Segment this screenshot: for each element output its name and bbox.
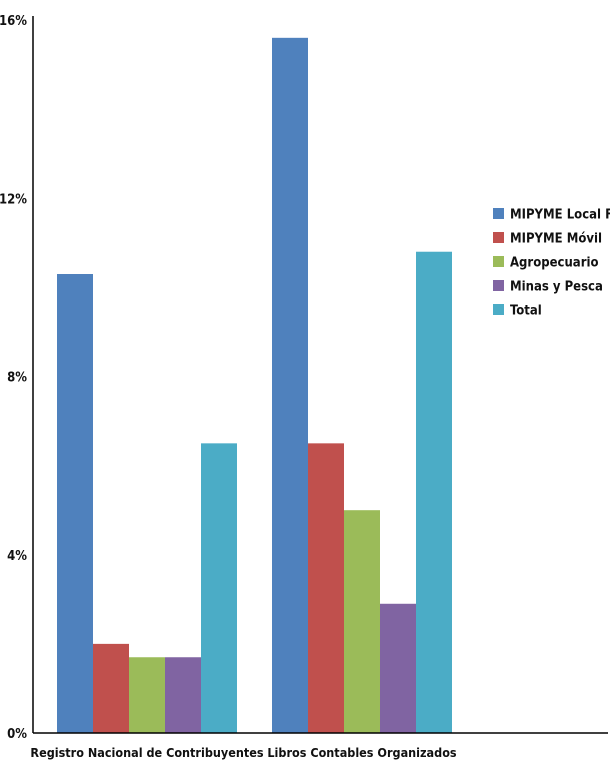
legend-swatch — [493, 280, 504, 291]
y-tick-label: 0% — [7, 727, 27, 742]
x-tick-label: Registro Nacional de Contribuyentes — [30, 745, 263, 760]
legend-swatch — [493, 208, 504, 219]
y-tick-label: 4% — [7, 549, 27, 564]
legend-label: Agropecuario — [510, 256, 599, 271]
legend-label: MIPYME Móvil — [510, 232, 602, 247]
legend-label: Minas y Pesca — [510, 280, 603, 295]
legend-swatch — [493, 232, 504, 243]
bar — [308, 443, 344, 733]
bar — [201, 443, 237, 733]
y-axis-ticks: 0% 4% 8% 12% 16% — [0, 14, 27, 742]
bar — [380, 603, 416, 733]
axes — [32, 16, 608, 734]
legend: MIPYME Local Fijo MIPYME Móvil Agropecuari… — [493, 208, 610, 319]
bar — [93, 643, 129, 733]
x-axis-labels: Registro Nacional de Contribuyentes Libro… — [30, 745, 456, 760]
y-tick-label: 8% — [7, 371, 27, 386]
bars — [57, 37, 452, 733]
legend-label: MIPYME Local Fijo — [510, 208, 610, 223]
bar — [344, 510, 380, 733]
bar — [416, 251, 452, 733]
y-tick-label: 12% — [0, 192, 27, 207]
bar — [165, 657, 201, 733]
bar — [57, 274, 93, 733]
x-tick-label: Libros Contables Organizados — [267, 745, 457, 760]
legend-label: Total — [510, 304, 542, 319]
y-tick-label: 16% — [0, 14, 27, 29]
bar — [129, 657, 165, 733]
legend-swatch — [493, 256, 504, 267]
legend-swatch — [493, 304, 504, 315]
bar — [272, 37, 308, 733]
